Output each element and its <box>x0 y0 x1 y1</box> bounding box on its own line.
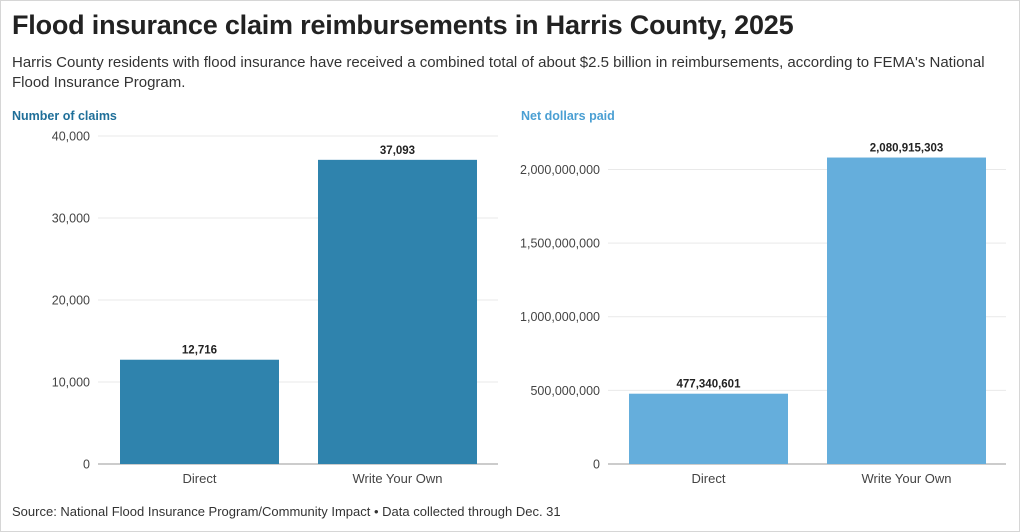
y-tick-label: 30,000 <box>52 212 90 226</box>
x-category-label: Write Your Own <box>352 471 442 486</box>
bar-write-your-own <box>318 159 477 464</box>
y-tick-label: 500,000,000 <box>530 384 600 398</box>
x-category-label: Direct <box>183 471 217 486</box>
bar-write-your-own <box>827 157 986 464</box>
chart-title: Flood insurance claim reimbursements in … <box>12 10 794 40</box>
y-tick-label: 1,500,000,000 <box>520 237 600 251</box>
y-tick-label: 1,000,000,000 <box>520 310 600 324</box>
chart-panel-2: Net dollars paid 0 500,000,000 1,000,000,00… <box>520 109 1006 486</box>
bar-value-label: 2,080,915,303 <box>870 143 944 155</box>
y-tick-label: 2,000,000,000 <box>520 163 600 177</box>
y-tick-label: 0 <box>593 458 600 472</box>
charts-canvas: Number of claims 0 10,000 20,000 30,000 40,00… <box>12 109 1006 486</box>
y-tick-label: 0 <box>83 458 90 472</box>
bar-direct <box>629 393 788 464</box>
bar-value-label: 12,716 <box>182 345 217 357</box>
x-category-label: Direct <box>692 471 726 486</box>
y-tick-label: 10,000 <box>52 376 90 390</box>
bar-value-label: 477,340,601 <box>677 379 742 391</box>
chart-panel-1: Number of claims 0 10,000 20,000 30,000 40,00… <box>12 109 498 486</box>
bar-direct <box>120 359 279 464</box>
x-category-label: Write Your Own <box>861 471 951 486</box>
panel-title: Net dollars paid <box>521 109 615 123</box>
chart-subtitle: Harris County residents with flood insur… <box>12 54 985 91</box>
source-note: Source: National Flood Insurance Program… <box>12 504 561 519</box>
y-tick-label: 20,000 <box>52 294 90 308</box>
y-tick-label: 40,000 <box>52 130 90 144</box>
bar-value-label: 37,093 <box>380 145 415 157</box>
panel-title: Number of claims <box>12 109 117 123</box>
